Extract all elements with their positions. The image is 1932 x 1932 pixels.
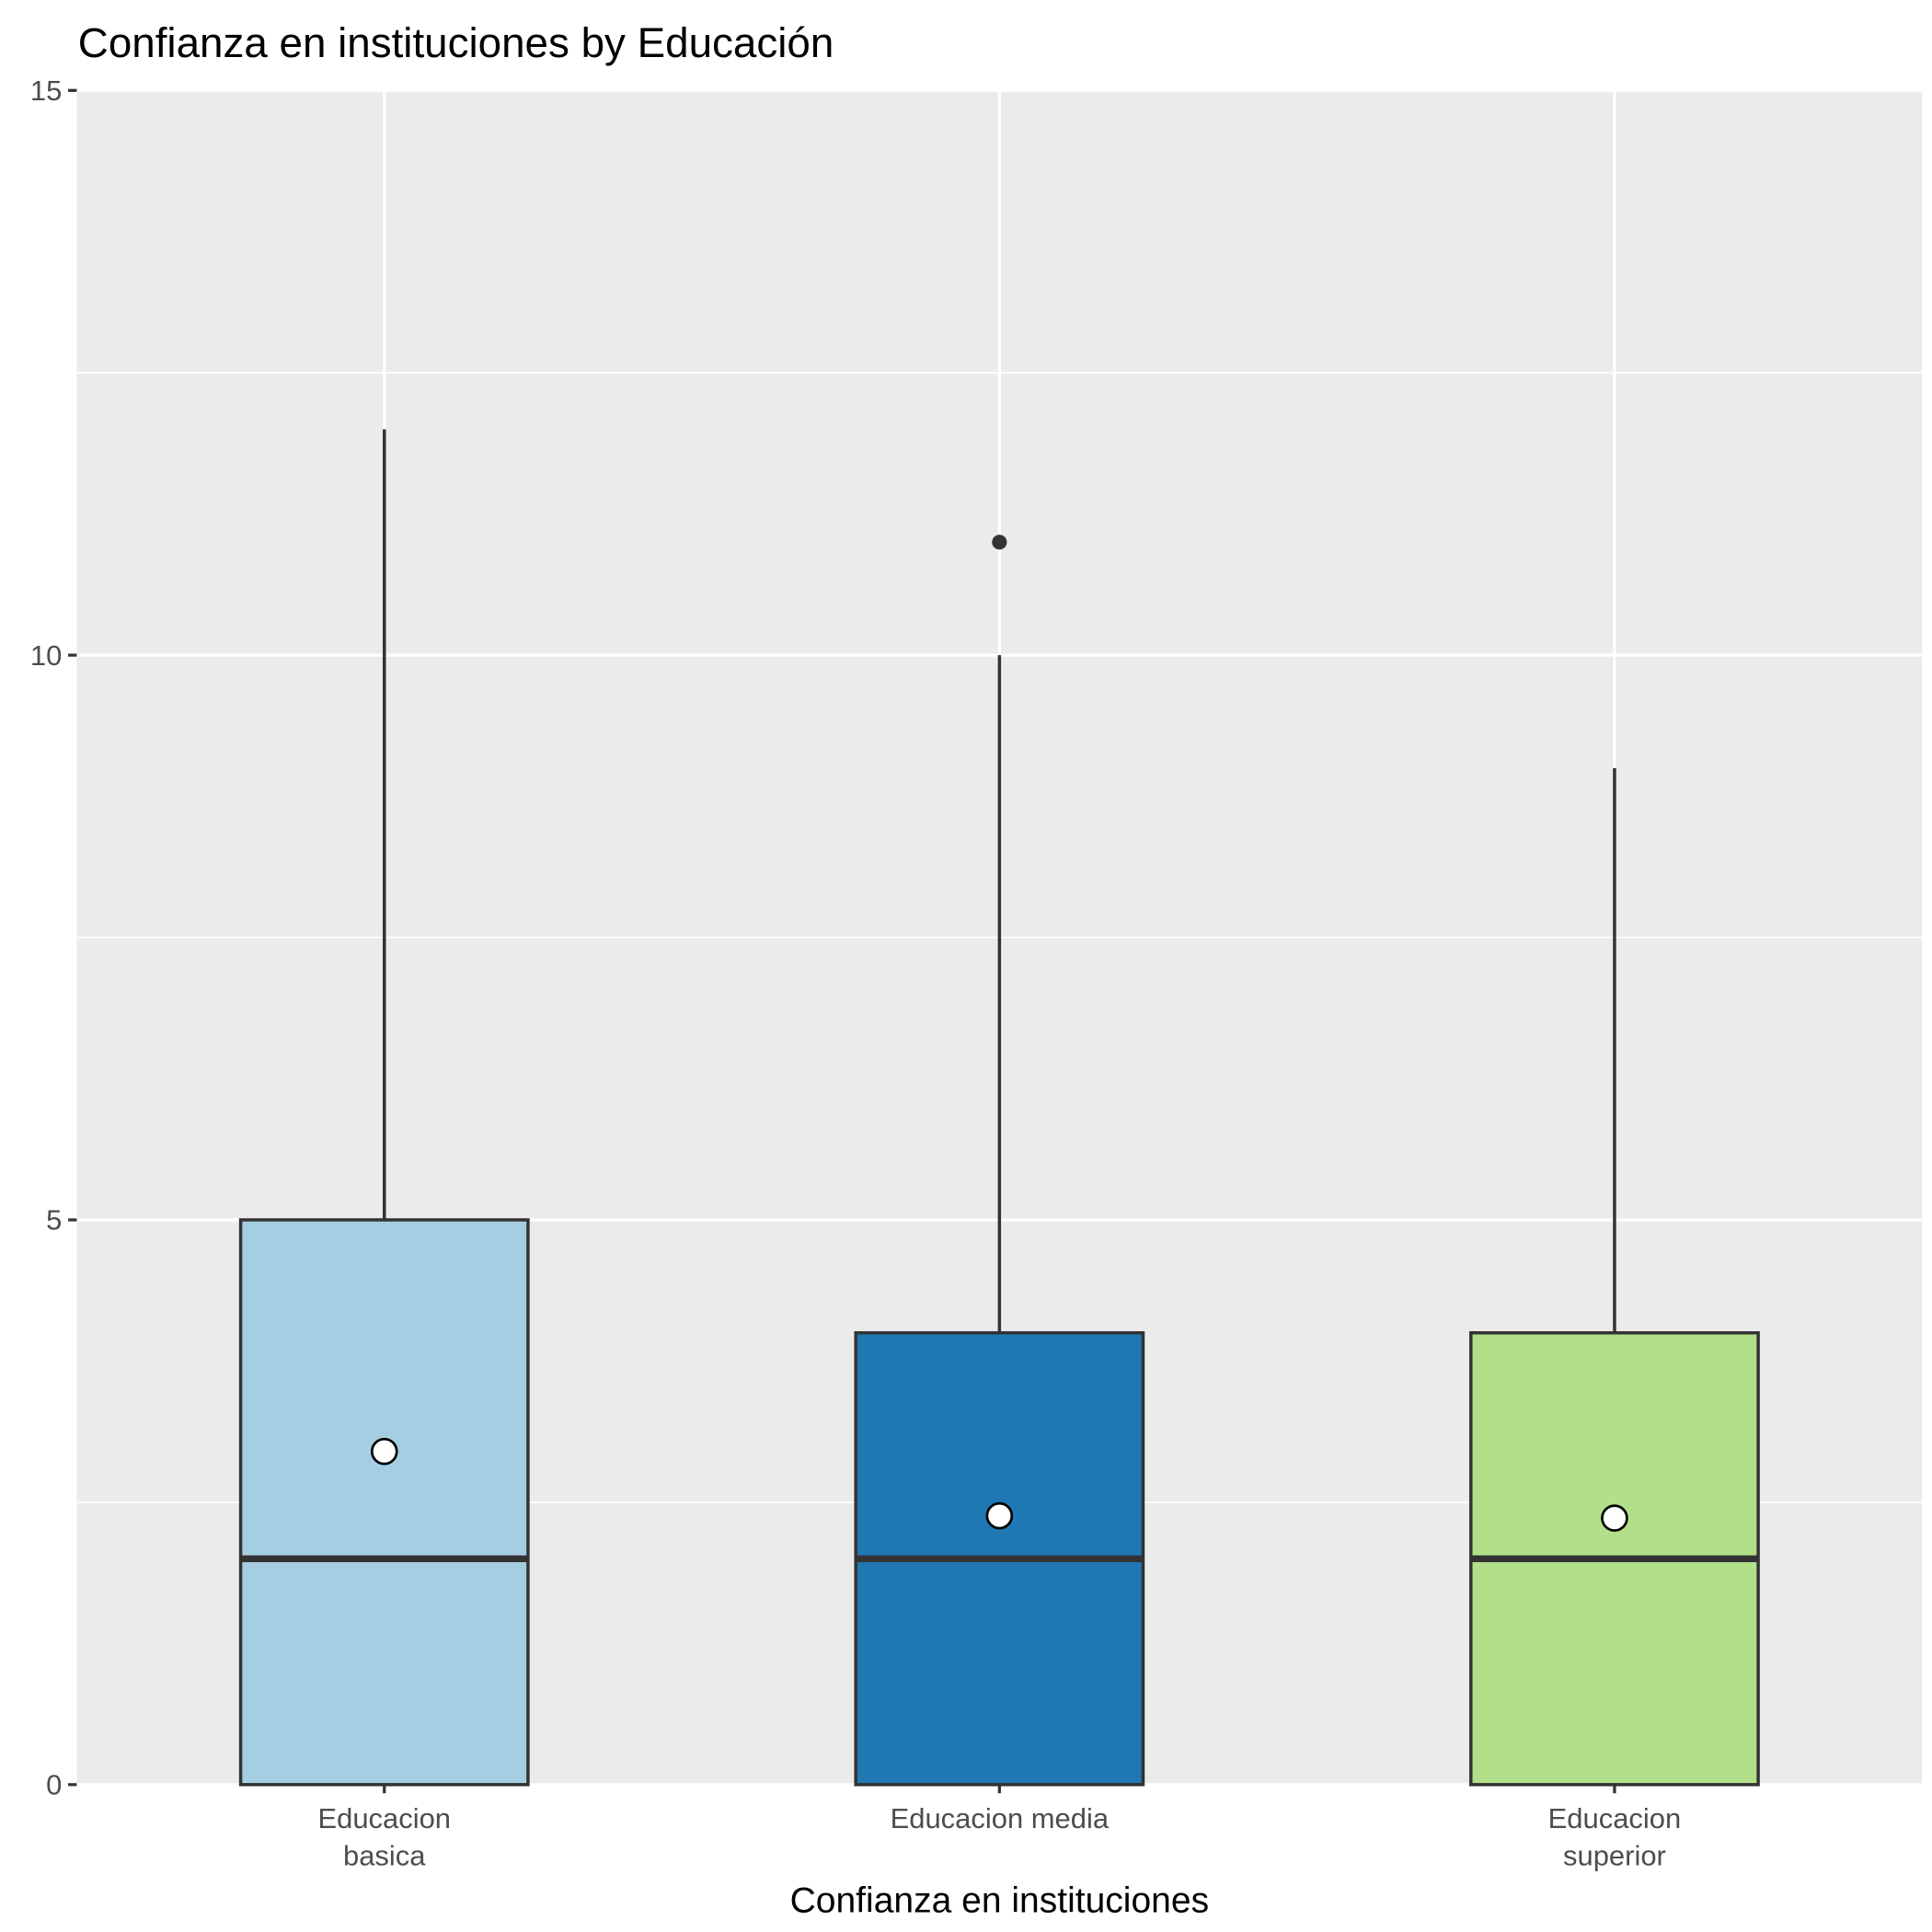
x-tick-label: Educacion — [317, 1802, 451, 1834]
mean-point — [985, 1501, 1014, 1530]
axes: 0 5 10 15 Educacion basica Educacion media Educ… — [30, 75, 1681, 1871]
chart-title: Confianza en instituciones by Educación — [78, 19, 834, 66]
outlier-point — [992, 535, 1007, 550]
x-tick-label: Educacion — [1548, 1802, 1682, 1834]
y-tick-label: 0 — [46, 1769, 62, 1801]
x-tick-label: basica — [343, 1839, 426, 1871]
y-tick-label: 10 — [30, 639, 62, 672]
x-tick-label: superior — [1563, 1839, 1666, 1871]
x-axis-label: Confianza en instituciones — [790, 1880, 1209, 1920]
y-tick-label: 15 — [30, 75, 62, 107]
x-tick-label: Educacion media — [891, 1802, 1110, 1834]
y-tick-label: 5 — [46, 1204, 62, 1236]
mean-point — [370, 1437, 398, 1466]
box — [238, 1218, 530, 1787]
boxes — [238, 429, 1760, 1787]
mean-point — [1601, 1504, 1628, 1532]
